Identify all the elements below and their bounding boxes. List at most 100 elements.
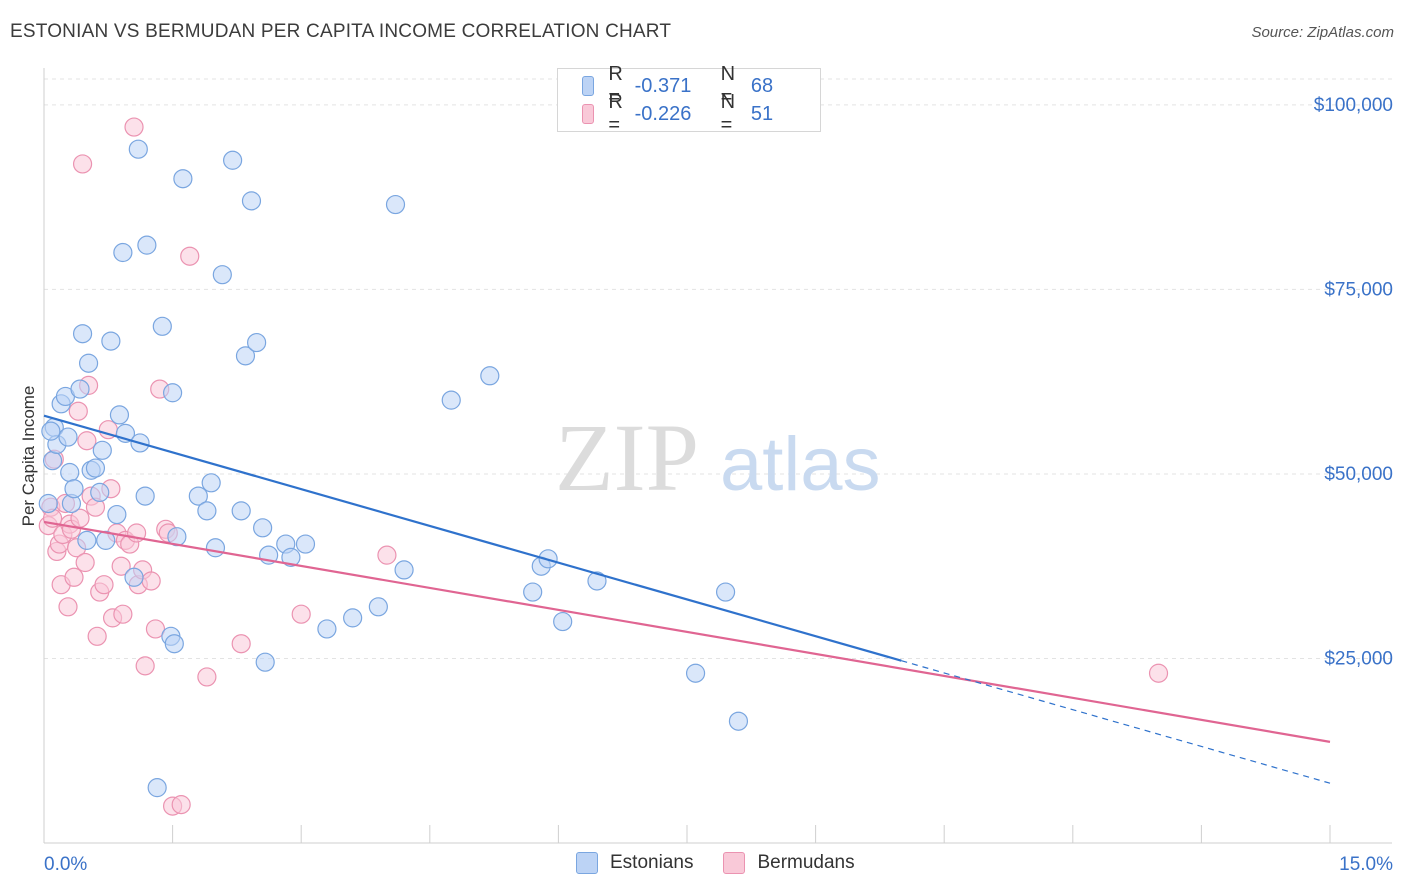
legend-label-bermudans: Bermudans (757, 852, 855, 873)
legend-r-value: -0.371 (634, 74, 692, 97)
legend-n-value: 68 (750, 74, 774, 97)
estonians-point (281, 547, 301, 567)
estonians-point (164, 634, 184, 654)
estonians-point (343, 608, 363, 628)
trend-lines (43, 414, 1331, 784)
legend-row-estonians: R = -0.371 N = 68 (582, 63, 827, 108)
estonians-point (241, 191, 262, 211)
legend-r-label: R = (608, 91, 623, 136)
estonians-point (173, 169, 193, 189)
estonians-point (255, 652, 275, 672)
estonians-point (64, 479, 84, 499)
estonians-trend-line (43, 414, 902, 662)
estonians-point (231, 501, 251, 521)
estonians-point (715, 582, 736, 602)
bermudans-point (113, 604, 133, 624)
chart-title: ESTONIAN VS BERMUDAN PER CAPITA INCOME C… (10, 21, 672, 42)
estonians-point (317, 619, 337, 639)
estonians-point (212, 265, 232, 285)
x-tick-label: 15.0% (1339, 854, 1393, 875)
estonians-point (72, 324, 93, 344)
estonians-point (728, 711, 749, 731)
estonians-point (135, 486, 155, 506)
legend-item-estonians: Estonians (576, 852, 693, 874)
bermudans-point (58, 597, 78, 617)
estonians-point (480, 366, 500, 386)
estonians-point (235, 346, 256, 366)
estonians-point (553, 611, 573, 632)
axes (43, 68, 1392, 844)
watermark-atlas: atlas (720, 422, 881, 507)
estonians-point (92, 440, 112, 460)
estonians-point (253, 518, 273, 538)
bermudans-point (171, 795, 191, 815)
estonians-point (223, 150, 243, 170)
estonians-point (38, 493, 58, 514)
series-legend: Estonians Bermudans (576, 852, 885, 874)
watermark-zip: ZIP (555, 404, 699, 511)
legend-n-label: N = (720, 63, 736, 108)
bermudans-trend-line (43, 520, 1331, 743)
legend-n-label: N = (720, 91, 736, 136)
estonians-point (128, 139, 148, 159)
estonians-point (295, 534, 316, 554)
estonians-point (197, 501, 217, 521)
y-tick-label: $25,000 (1324, 648, 1393, 669)
legend-swatch-bermudans (723, 852, 746, 874)
source-label: Source: ZipAtlas.com (1251, 24, 1394, 41)
watermark: ZIP atlas (555, 404, 881, 511)
legend-n-value: 51 (750, 102, 774, 125)
estonians-point (60, 462, 80, 483)
estonians-point (85, 458, 106, 478)
tick-labels: $25,000 $50,000 $75,000 $100,000 0.0% 15.0% (44, 95, 1393, 875)
grid-lines (44, 78, 1392, 659)
bermudans-point (377, 545, 397, 565)
legend-item-bermudans: Bermudans (723, 852, 855, 874)
bermudans-point (231, 634, 251, 654)
estonians-point (205, 538, 226, 558)
estonians-point (58, 427, 78, 447)
estonians-trend-extension (901, 660, 1331, 784)
legend-r-label: R = (608, 63, 623, 108)
series-estonians-points (38, 139, 749, 798)
bermudans-point (180, 246, 200, 266)
estonians-point (385, 194, 406, 215)
estonians-point (685, 663, 706, 683)
estonians-point (77, 530, 97, 550)
x-tick-label: 0.0% (44, 854, 87, 875)
estonians-point (147, 778, 167, 798)
bermudans-point (75, 552, 95, 573)
estonians-point (101, 331, 121, 351)
estonians-point (109, 405, 130, 425)
bermudans-point (1148, 663, 1169, 683)
estonians-point (247, 332, 267, 353)
bermudans-point (72, 154, 93, 174)
legend-label-estonians: Estonians (610, 852, 694, 873)
estonians-point (152, 316, 172, 336)
estonians-point (124, 567, 144, 587)
estonians-point (70, 379, 90, 399)
estonians-point (90, 482, 110, 503)
estonians-point (42, 451, 63, 471)
estonians-point (394, 560, 414, 580)
bermudans-point (124, 117, 144, 137)
estonians-point (78, 353, 99, 373)
legend-swatch-estonians (576, 852, 598, 874)
bermudans-point (197, 667, 217, 687)
y-tick-label: $50,000 (1324, 464, 1393, 485)
legend-row-bermudans: R = -0.226 N = 51 (582, 91, 827, 136)
bermudans-point (111, 556, 131, 576)
estonians-point (137, 235, 157, 255)
estonians-point (201, 473, 221, 493)
bermudans-point (141, 571, 161, 591)
estonians-point (41, 421, 61, 441)
bermudans-point (87, 626, 107, 646)
estonians-point (441, 390, 461, 410)
y-tick-label: $100,000 (1314, 95, 1393, 116)
bermudans-point (64, 567, 84, 587)
estonians-point (107, 504, 127, 525)
estonians-point (188, 486, 208, 506)
bermudans-point (135, 656, 155, 676)
legend-r-value: -0.226 (634, 102, 692, 125)
